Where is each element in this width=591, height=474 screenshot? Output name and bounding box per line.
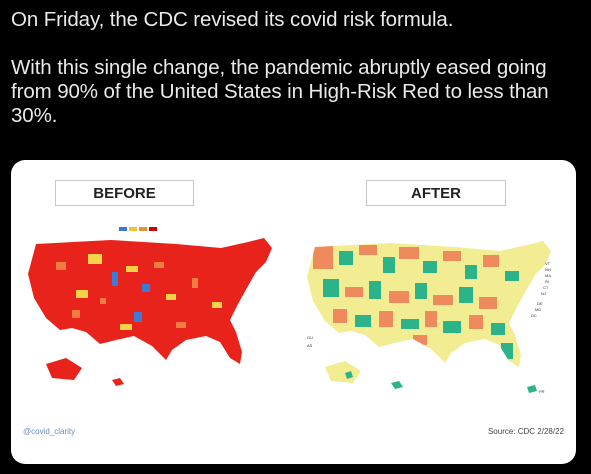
after-label: AFTER bbox=[366, 180, 506, 206]
tweet-image[interactable]: BEFORE AFTER bbox=[11, 160, 576, 464]
map-legend bbox=[119, 227, 157, 231]
state-tag: VT bbox=[545, 261, 551, 266]
after-map: VT NH MA RI CT NJ DE MD DC GU AS PR bbox=[307, 241, 551, 394]
credit-handle: @covid_clarity bbox=[23, 427, 76, 436]
state-tag: NH bbox=[545, 267, 551, 272]
state-tag: DE bbox=[537, 301, 543, 306]
before-map bbox=[28, 238, 272, 386]
legend-moderate-swatch bbox=[129, 227, 137, 231]
state-tag: RI bbox=[545, 279, 549, 284]
source-note: Source: CDC 2/28/22 bbox=[487, 427, 564, 436]
state-tag: MD bbox=[535, 307, 541, 312]
legend-low-swatch bbox=[119, 227, 127, 231]
state-tag: CT bbox=[543, 285, 549, 290]
state-tag: MA bbox=[545, 273, 551, 278]
state-tag: NJ bbox=[541, 291, 546, 296]
before-label: BEFORE bbox=[55, 180, 194, 206]
legend-high-swatch bbox=[149, 227, 157, 231]
state-tag: PR bbox=[539, 389, 545, 394]
state-tag: DC bbox=[531, 313, 537, 318]
tweet-text: On Friday, the CDC revised its covid ris… bbox=[11, 8, 549, 127]
state-tag: GU bbox=[307, 335, 313, 340]
legend-substantial-swatch bbox=[139, 227, 147, 231]
state-tag: AS bbox=[307, 343, 313, 348]
